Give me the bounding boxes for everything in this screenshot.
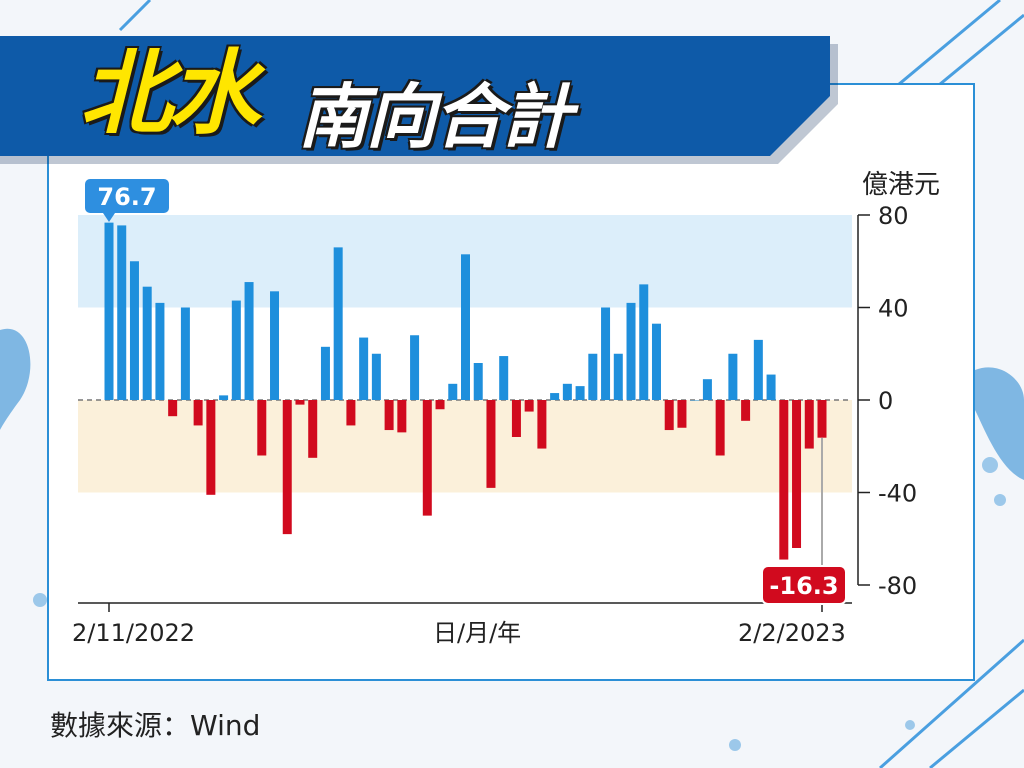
bar	[333, 247, 343, 400]
bar	[537, 400, 547, 449]
y-axis-unit: 億港元	[862, 170, 941, 200]
bar	[435, 400, 445, 410]
bar	[397, 400, 407, 433]
y-tick-label: 0	[878, 387, 893, 415]
callout-last	[761, 565, 847, 605]
callout-max-pointer	[103, 213, 115, 222]
data-source: 數據來源：Wind	[50, 709, 261, 742]
bar	[384, 400, 394, 431]
title-banner	[0, 36, 830, 156]
bar	[601, 307, 611, 400]
title-sub: 南向合計	[298, 76, 572, 158]
bar	[231, 300, 241, 400]
bar	[308, 400, 318, 458]
bar	[499, 356, 509, 400]
bar	[346, 400, 356, 426]
bar	[690, 400, 700, 401]
bar	[359, 337, 369, 400]
bar	[486, 400, 496, 488]
bar	[779, 400, 789, 560]
bar	[664, 400, 674, 431]
bar	[168, 400, 178, 417]
bar	[677, 400, 687, 428]
bar	[206, 400, 216, 495]
bar	[244, 282, 254, 400]
bar	[257, 400, 267, 456]
bar	[715, 400, 725, 456]
x-axis-title: 日/月/年	[433, 619, 521, 647]
bar	[741, 400, 751, 421]
y-tick-label: 80	[878, 202, 909, 230]
bar	[588, 353, 598, 400]
bar	[320, 346, 330, 400]
bar	[142, 286, 152, 400]
x-label-start: 2/11/2022	[72, 619, 195, 647]
bar	[371, 353, 381, 400]
bar	[613, 353, 623, 400]
bar	[448, 383, 458, 400]
bar	[180, 307, 190, 400]
bar	[422, 400, 432, 516]
bar	[817, 400, 827, 438]
y-tick-label: -80	[878, 572, 917, 600]
bar	[524, 400, 534, 412]
bar	[270, 291, 280, 400]
bar	[626, 302, 636, 400]
bar	[550, 393, 560, 400]
bar	[219, 395, 229, 400]
bar	[792, 400, 802, 548]
bar	[702, 379, 712, 400]
bar	[766, 374, 776, 400]
y-tick-label: -40	[878, 480, 917, 508]
bar	[728, 353, 738, 400]
x-label-end: 2/2/2023	[738, 619, 846, 647]
bar	[410, 335, 420, 400]
callout-max-label: 76.7	[97, 183, 156, 211]
bar	[282, 400, 292, 535]
bar	[562, 383, 572, 400]
bar	[651, 323, 661, 400]
bar	[193, 400, 203, 426]
bar	[295, 400, 305, 405]
bar	[639, 284, 649, 400]
callout-max	[83, 177, 171, 215]
bar	[117, 225, 127, 400]
bar	[461, 254, 470, 400]
bar	[104, 222, 114, 400]
title-main: 北水	[80, 40, 260, 147]
bar	[511, 400, 521, 437]
callout-last-label: -16.3	[769, 572, 838, 600]
bar	[473, 363, 483, 400]
bar	[155, 302, 165, 400]
bar	[575, 386, 585, 400]
bar	[129, 261, 139, 400]
bar	[753, 339, 763, 400]
bar	[804, 400, 814, 449]
y-tick-label: 40	[878, 295, 909, 323]
